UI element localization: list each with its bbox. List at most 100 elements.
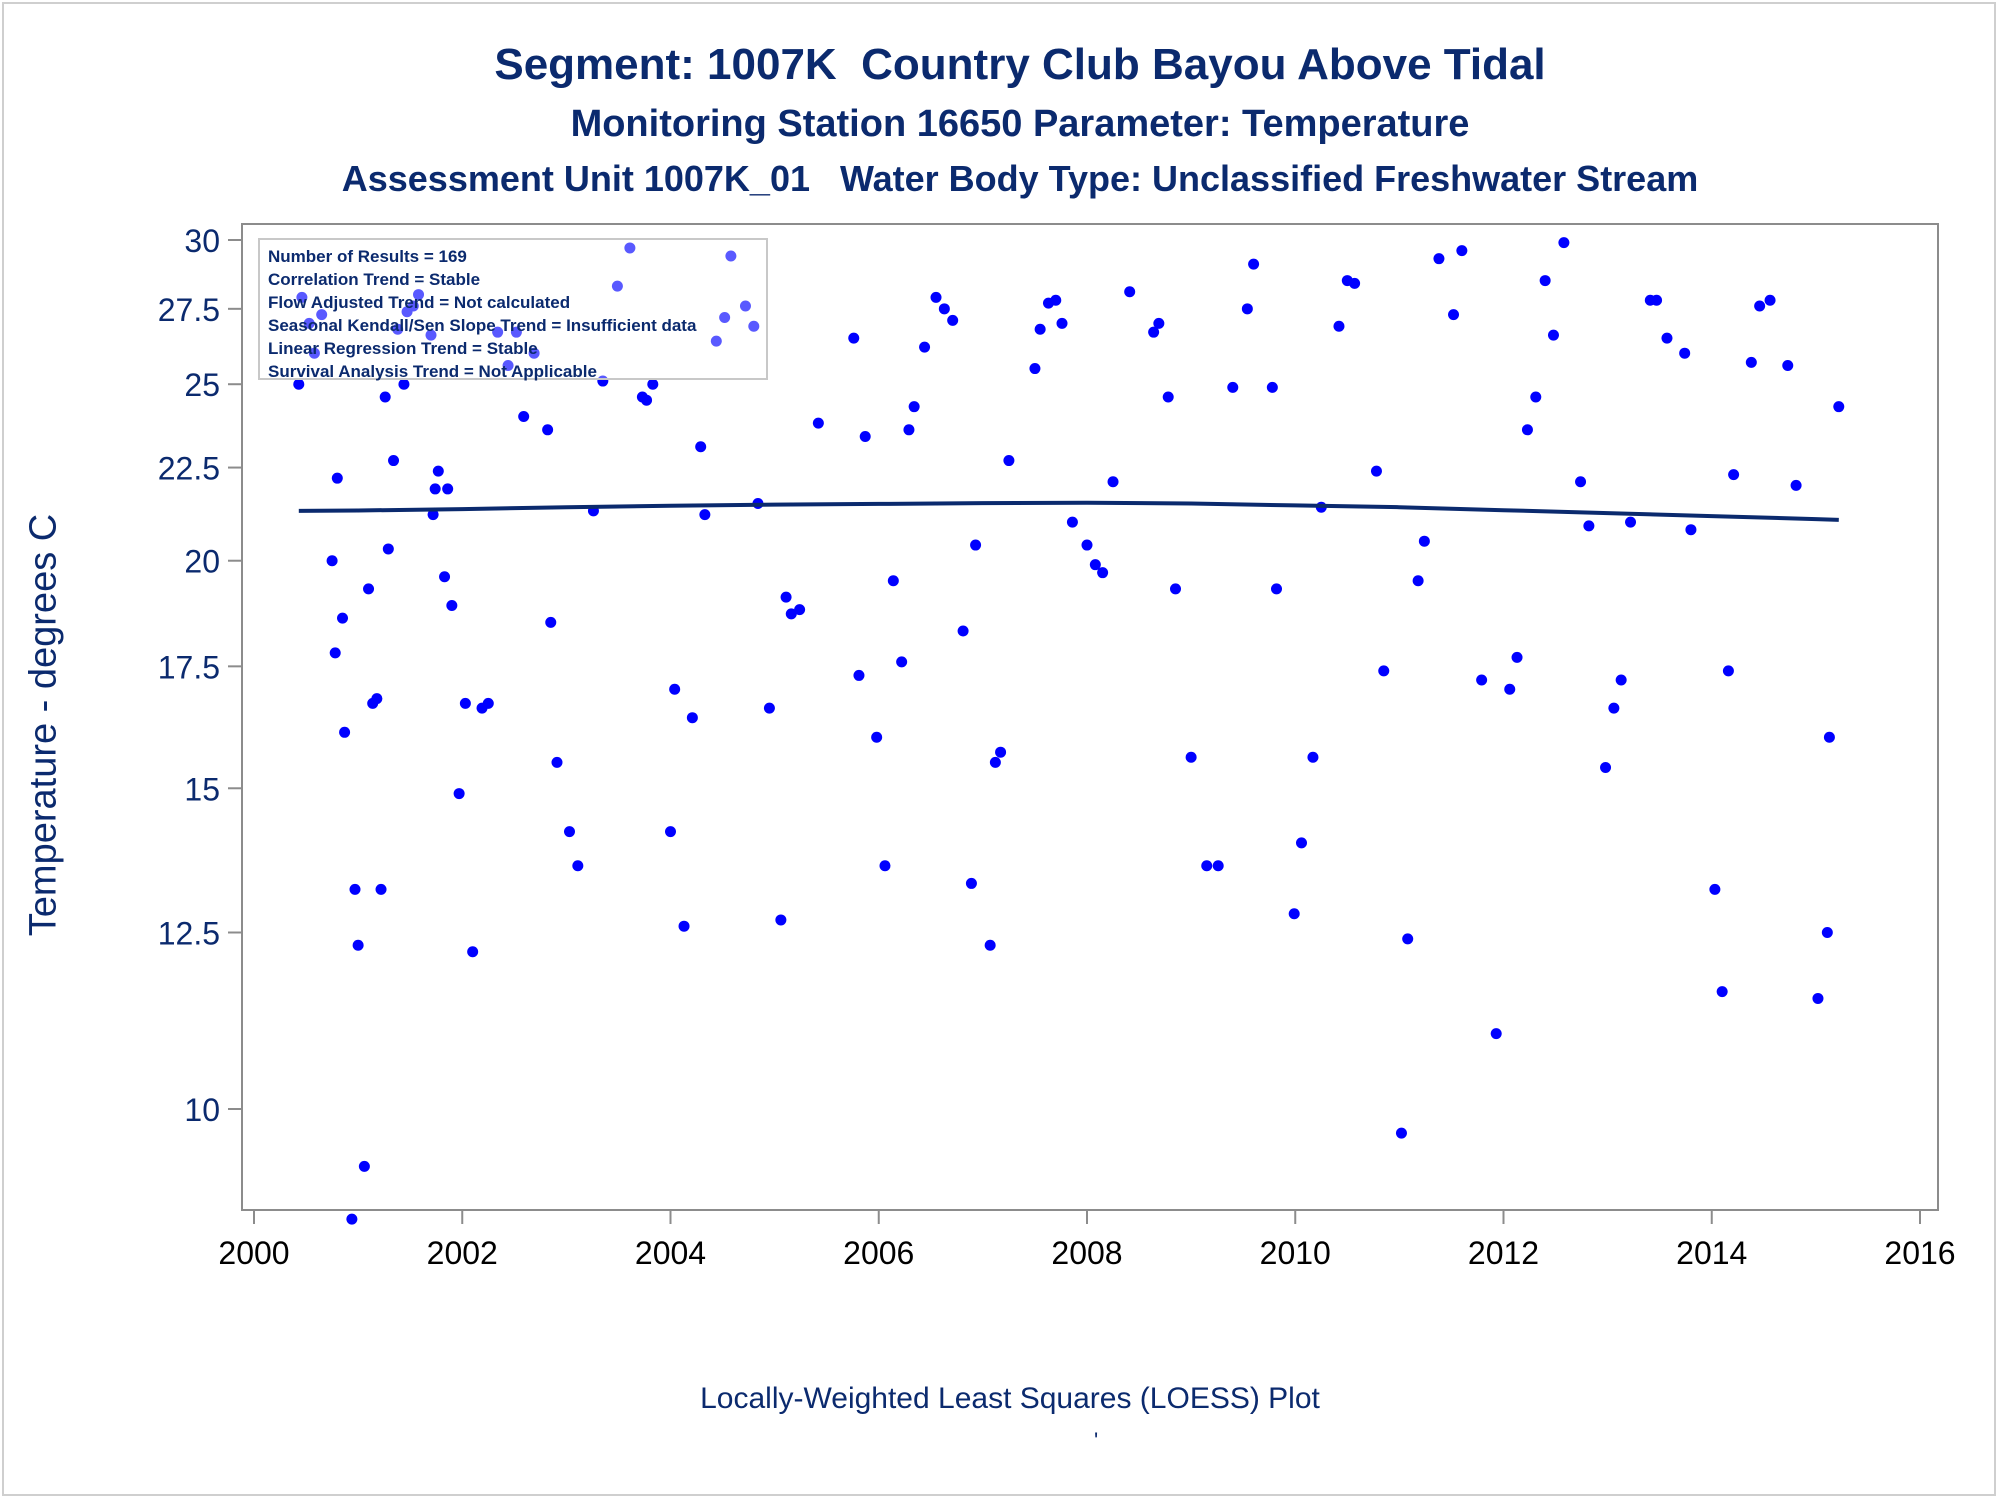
data-point [665, 826, 676, 838]
data-point [337, 612, 349, 624]
data-point [1608, 702, 1620, 714]
data-point [1378, 665, 1390, 677]
footnote-mark: ' [1094, 1428, 1099, 1453]
data-point [492, 326, 504, 338]
data-point [1764, 294, 1776, 306]
data-point [947, 314, 959, 326]
data-point [363, 583, 375, 595]
data-point [1745, 356, 1757, 368]
data-point [429, 483, 441, 495]
data-point [641, 394, 653, 406]
data-point [339, 726, 351, 738]
data-point [1790, 479, 1802, 491]
data-point [995, 746, 1007, 758]
data-point [887, 575, 899, 587]
data-point [1162, 391, 1174, 403]
data-point [346, 1213, 358, 1225]
info-seasonal-kendall-trend: Seasonal Kendall/Sen Slope Trend = Insuf… [268, 316, 697, 335]
data-point [1066, 516, 1078, 528]
data-point [710, 335, 722, 347]
x-tick-label: 2014 [1676, 1235, 1747, 1271]
info-number-of-results: Number of Results = 169 [268, 247, 467, 266]
x-axis: 2000 2002 2004 2006 2008 2010 2012 2014 2016 [218, 1210, 1956, 1271]
data-point [775, 914, 787, 926]
data-point [518, 411, 530, 423]
data-point [1395, 1127, 1407, 1139]
chart-subtitle: Monitoring Station 16650 Parameter: Temp… [570, 103, 1470, 145]
data-point [1709, 883, 1721, 895]
data-point [453, 788, 465, 800]
data-point [1056, 317, 1068, 329]
data-point [349, 883, 361, 895]
y-tick-label: 30 [184, 223, 220, 259]
data-point [1212, 860, 1224, 872]
data-point [545, 616, 557, 628]
data-point [848, 332, 860, 344]
footnote: Locally-Weighted Least Squares (LOESS) P… [700, 1382, 1320, 1415]
data-point [1124, 286, 1136, 298]
data-point [375, 883, 387, 895]
data-point [965, 877, 977, 889]
data-point [1271, 583, 1283, 595]
data-point [425, 329, 437, 341]
data-point [1201, 860, 1213, 872]
data-point [316, 309, 328, 321]
data-point [1504, 683, 1516, 695]
data-point [1575, 476, 1587, 488]
data-point [1521, 424, 1533, 436]
data-point [699, 509, 711, 521]
data-point [938, 303, 950, 315]
data-point [442, 483, 454, 495]
data-point [1823, 731, 1835, 743]
data-point [1679, 347, 1691, 359]
y-axis-label: Temperature - degrees C [22, 513, 65, 937]
data-point [388, 455, 400, 467]
data-point [502, 359, 514, 371]
data-point [1418, 535, 1430, 547]
data-point [296, 291, 308, 303]
data-point [1170, 583, 1182, 595]
data-point [382, 543, 394, 555]
data-point [1081, 539, 1093, 551]
y-axis: 10 12.5 15 17.5 20 22.5 25 27.5 30 [158, 223, 242, 1128]
data-point [293, 378, 305, 390]
data-point [467, 946, 479, 958]
data-point [1448, 309, 1460, 321]
data-point [794, 604, 806, 616]
data-point [871, 731, 883, 743]
data-point [1089, 559, 1101, 571]
y-tick-label: 12.5 [158, 915, 220, 951]
data-point [1476, 674, 1488, 686]
data-point [1266, 381, 1278, 393]
data-point [695, 441, 707, 453]
data-point [1625, 516, 1637, 528]
data-point [1288, 908, 1300, 920]
x-tick-label: 2002 [427, 1235, 498, 1271]
loess-line [298, 500, 1839, 522]
data-point [1034, 323, 1046, 335]
data-point [1615, 674, 1627, 686]
plot-area-border [241, 223, 1939, 1211]
data-point [432, 465, 444, 477]
data-point [611, 280, 623, 292]
data-point [1754, 300, 1766, 312]
data-point [482, 697, 494, 709]
data-point [669, 683, 681, 695]
data-point [1097, 567, 1109, 579]
info-correlation-trend: Correlation Trend = Stable [268, 270, 481, 289]
data-point [1558, 237, 1570, 249]
x-tick-label: 2004 [635, 1235, 706, 1271]
data-point [1153, 317, 1165, 329]
data-point [1782, 359, 1794, 371]
data-point [812, 417, 824, 429]
data-point [647, 378, 659, 390]
y-tick-label: 20 [184, 544, 220, 580]
data-point [1456, 245, 1468, 257]
data-point [446, 599, 458, 611]
data-point [1728, 469, 1740, 481]
data-point [1547, 329, 1559, 341]
data-point [371, 693, 383, 705]
data-point [572, 860, 584, 872]
data-point [989, 756, 1001, 768]
